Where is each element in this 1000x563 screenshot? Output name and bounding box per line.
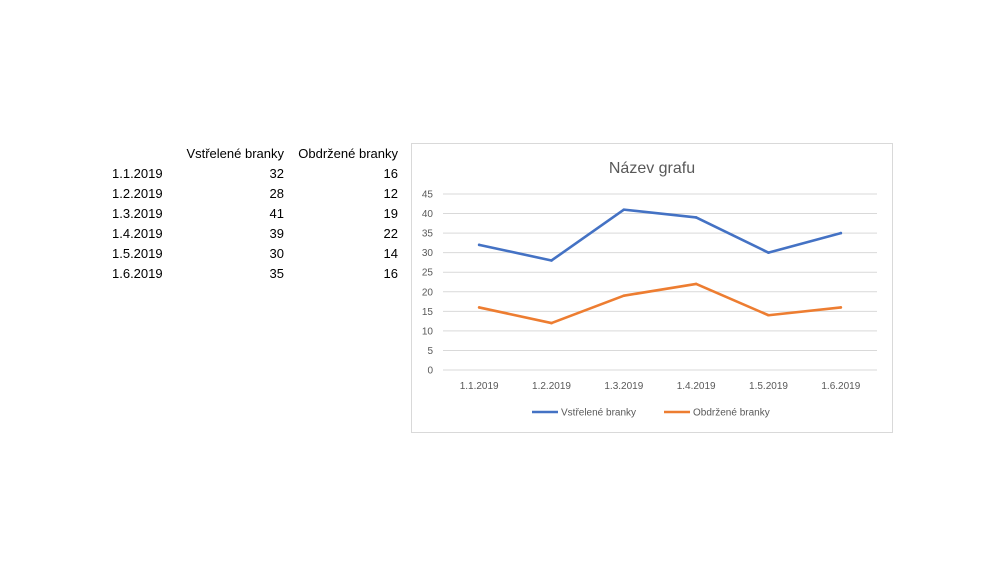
x-tick-label: 1.3.2019: [604, 381, 643, 392]
data-point[interactable]: [550, 321, 553, 325]
conceded-cell[interactable]: 16: [383, 266, 398, 281]
x-tick-label: 1.5.2019: [749, 381, 788, 392]
date-cell[interactable]: 1.5.2019: [112, 246, 163, 261]
data-point[interactable]: [622, 208, 626, 211]
header-cell-conceded[interactable]: Obdržené branky: [298, 146, 398, 161]
scored-cell[interactable]: 28: [269, 186, 284, 201]
table-row: 1.6.2019 35 16: [104, 264, 398, 284]
y-axis-ticks: 0 5 10 15 20 25 30 35 40 45: [422, 190, 434, 377]
conceded-cell[interactable]: 12: [383, 186, 398, 201]
table-row: 1.5.2019 30 14: [104, 244, 398, 264]
data-point[interactable]: [477, 306, 481, 309]
y-tick-label: 0: [427, 366, 433, 377]
y-tick-label: 40: [422, 209, 434, 220]
y-tick-label: 10: [422, 326, 434, 337]
table-row: 1.1.2019 32 16: [104, 164, 398, 184]
scored-cell[interactable]: 39: [269, 226, 284, 241]
scored-cell[interactable]: 35: [269, 266, 284, 281]
legend[interactable]: Vstřelené branky Obdržené branky: [532, 408, 770, 419]
x-tick-label: 1.2.2019: [532, 381, 571, 392]
legend-label[interactable]: Obdržené branky: [693, 408, 770, 419]
scored-cell[interactable]: 32: [269, 166, 284, 181]
data-point[interactable]: [694, 282, 698, 286]
data-point[interactable]: [767, 313, 770, 317]
header-cell-scored[interactable]: Vstřelené branky: [186, 146, 284, 161]
data-table: Vstřelené branky Obdržené branky 1.1.201…: [104, 144, 398, 284]
table-row: 1.2.2019 28 12: [104, 184, 398, 204]
y-tick-label: 15: [422, 307, 434, 318]
data-point[interactable]: [839, 306, 843, 309]
x-tick-label: 1.6.2019: [821, 381, 860, 392]
conceded-cell[interactable]: 19: [383, 206, 398, 221]
data-point[interactable]: [694, 216, 698, 219]
data-point[interactable]: [622, 294, 626, 297]
x-axis-ticks: 1.1.2019 1.2.2019 1.3.2019 1.4.2019 1.5.2019…: [460, 381, 861, 392]
conceded-cell[interactable]: 14: [383, 246, 398, 261]
chart-title[interactable]: Název grafu: [609, 160, 695, 177]
header-cell-date[interactable]: [104, 144, 172, 164]
data-point[interactable]: [767, 251, 770, 254]
data-point[interactable]: [550, 259, 553, 262]
legend-label[interactable]: Vstřelené branky: [561, 408, 636, 419]
y-tick-label: 5: [427, 346, 433, 357]
x-tick-label: 1.1.2019: [460, 381, 499, 392]
conceded-cell[interactable]: 16: [383, 166, 398, 181]
y-tick-label: 45: [422, 190, 434, 201]
x-tick-label: 1.4.2019: [677, 381, 716, 392]
conceded-cell[interactable]: 22: [383, 226, 398, 241]
table-row: 1.4.2019 39 22: [104, 224, 398, 244]
date-cell[interactable]: 1.1.2019: [112, 166, 163, 181]
series-line-1[interactable]: [477, 282, 843, 325]
date-cell[interactable]: 1.4.2019: [112, 226, 163, 241]
series-lines: [477, 208, 843, 325]
table-header-row: Vstřelené branky Obdržené branky: [104, 144, 398, 164]
date-cell[interactable]: 1.3.2019: [112, 206, 163, 221]
scored-cell[interactable]: 30: [269, 246, 284, 261]
date-cell[interactable]: 1.6.2019: [112, 266, 163, 281]
gridlines: [443, 193, 877, 371]
line-chart[interactable]: Název grafu 0 5 10 15 20 25 30 35 40 45 1.1.2019 1…: [411, 143, 893, 433]
data-point[interactable]: [477, 243, 481, 247]
date-cell[interactable]: 1.2.2019: [112, 186, 163, 201]
y-tick-label: 30: [422, 248, 434, 259]
y-tick-label: 20: [422, 287, 434, 298]
data-point[interactable]: [839, 231, 843, 235]
scored-cell[interactable]: 41: [269, 206, 284, 221]
series-line-0[interactable]: [477, 208, 843, 262]
table-row: 1.3.2019 41 19: [104, 204, 398, 224]
y-tick-label: 25: [422, 268, 434, 279]
y-tick-label: 35: [422, 229, 434, 240]
